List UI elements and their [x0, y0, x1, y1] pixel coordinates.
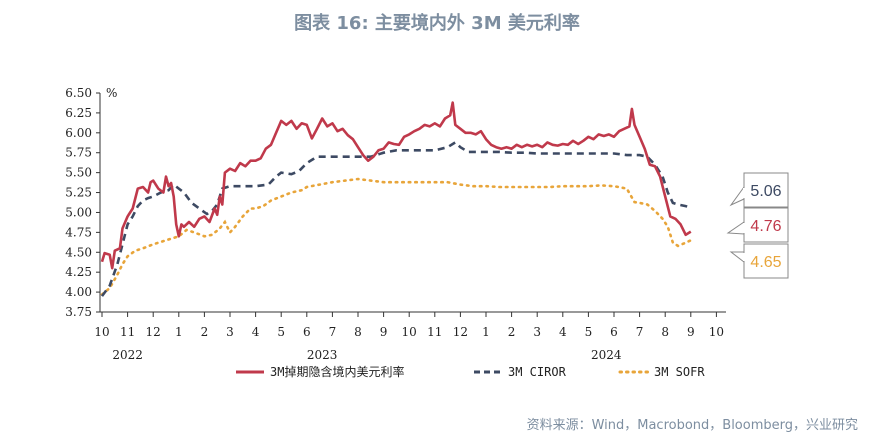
- callout-box: [743, 243, 789, 279]
- x-tick-label: 7: [636, 325, 644, 339]
- x-tick-label: 4: [252, 325, 260, 339]
- callout-box: [743, 207, 789, 243]
- y-tick-label: 4.75: [65, 225, 92, 239]
- y-tick-label: 6.25: [65, 106, 92, 120]
- chart-title: 图表 16: 主要境内外 3M 美元利率: [294, 13, 580, 34]
- x-tick-label: 9: [687, 325, 695, 339]
- x-year-label: 2023: [307, 348, 338, 362]
- x-tick-label: 5: [585, 325, 593, 339]
- x-tick-label: 2: [508, 325, 516, 339]
- x-tick-label: 8: [354, 325, 362, 339]
- legend-item: 3M SOFR: [618, 365, 705, 379]
- x-tick-label: 11: [427, 325, 442, 339]
- callout-pointer: [729, 185, 745, 207]
- x-tick-label: 3: [226, 325, 234, 339]
- y-tick-label: 4.25: [65, 265, 92, 279]
- legend-layer: 3M掉期隐含境内美元利率 3M CIROR 3M SOFR: [236, 364, 705, 379]
- x-tick-label: 11: [120, 325, 135, 339]
- x-tick-label: 10: [709, 325, 724, 339]
- y-tick-label: 6.00: [65, 126, 92, 140]
- x-tick-label: 3: [533, 325, 541, 339]
- y-tick-label: 4.50: [65, 245, 92, 259]
- legend-label: 3M掉期隐含境内美元利率: [270, 364, 404, 379]
- legend-label: 3M SOFR: [654, 365, 705, 379]
- x-tick-label: 8: [661, 325, 669, 339]
- x-tick-label: 1: [175, 325, 183, 339]
- y-tick-label: 5.75: [65, 146, 92, 160]
- legend-label: 3M CIROR: [508, 365, 567, 379]
- x-year-label: 2022: [112, 348, 143, 362]
- callout-pointer: [729, 251, 745, 264]
- y-tick-label: 5.50: [65, 166, 92, 180]
- series-line-sofr: [100, 177, 693, 296]
- y-tick-label: 5.25: [65, 186, 92, 200]
- x-tick-label: 1: [482, 325, 490, 339]
- legend-item: 3M CIROR: [474, 365, 567, 379]
- x-tick-label: 9: [380, 325, 388, 339]
- x-tick-label: 2: [201, 325, 209, 339]
- callout-layer: 5.06 4.76 4.65: [726, 172, 789, 279]
- y-tick-label: 6.50: [65, 86, 92, 100]
- axes-layer: 3.75 4.00 4.25 4.50 4.75 5.00 5.25 5.50 5.75 6.00…: [65, 86, 726, 362]
- x-tick-label: 10: [94, 325, 109, 339]
- callout-box: [743, 172, 789, 208]
- x-tick-label: 6: [303, 325, 311, 339]
- source-note: 资料来源：Wind，Macrobond，Bloomberg，兴业研究: [526, 418, 858, 433]
- x-tick-label: 6: [610, 325, 618, 339]
- callout-4-65: 4.65: [729, 243, 789, 279]
- x-tick-label: 10: [402, 325, 417, 339]
- callout-value: 4.76: [750, 218, 781, 235]
- callout-pointer: [726, 221, 745, 235]
- series-line-domestic: [100, 101, 692, 270]
- callout-4-76: 4.76: [726, 207, 789, 243]
- legend-item: 3M掉期隐含境内美元利率: [236, 364, 404, 379]
- callout-value: 5.06: [750, 183, 781, 200]
- x-tick-label: 12: [453, 325, 468, 339]
- series-layer: [100, 101, 693, 297]
- series-line-ciror: [100, 140, 692, 297]
- x-year-label: 2024: [591, 348, 622, 362]
- y-tick-label: 4.00: [65, 285, 92, 299]
- y-tick-label: 5.00: [65, 205, 92, 219]
- x-tick-label: 5: [277, 325, 285, 339]
- callout-value: 4.65: [750, 254, 781, 271]
- y-tick-label: 3.75: [65, 305, 92, 319]
- x-tick-label: 4: [559, 325, 567, 339]
- callout-5-06: 5.06: [729, 172, 789, 208]
- x-tick-label: 12: [146, 325, 161, 339]
- x-tick-label: 7: [329, 325, 337, 339]
- y-unit-label: %: [106, 86, 117, 100]
